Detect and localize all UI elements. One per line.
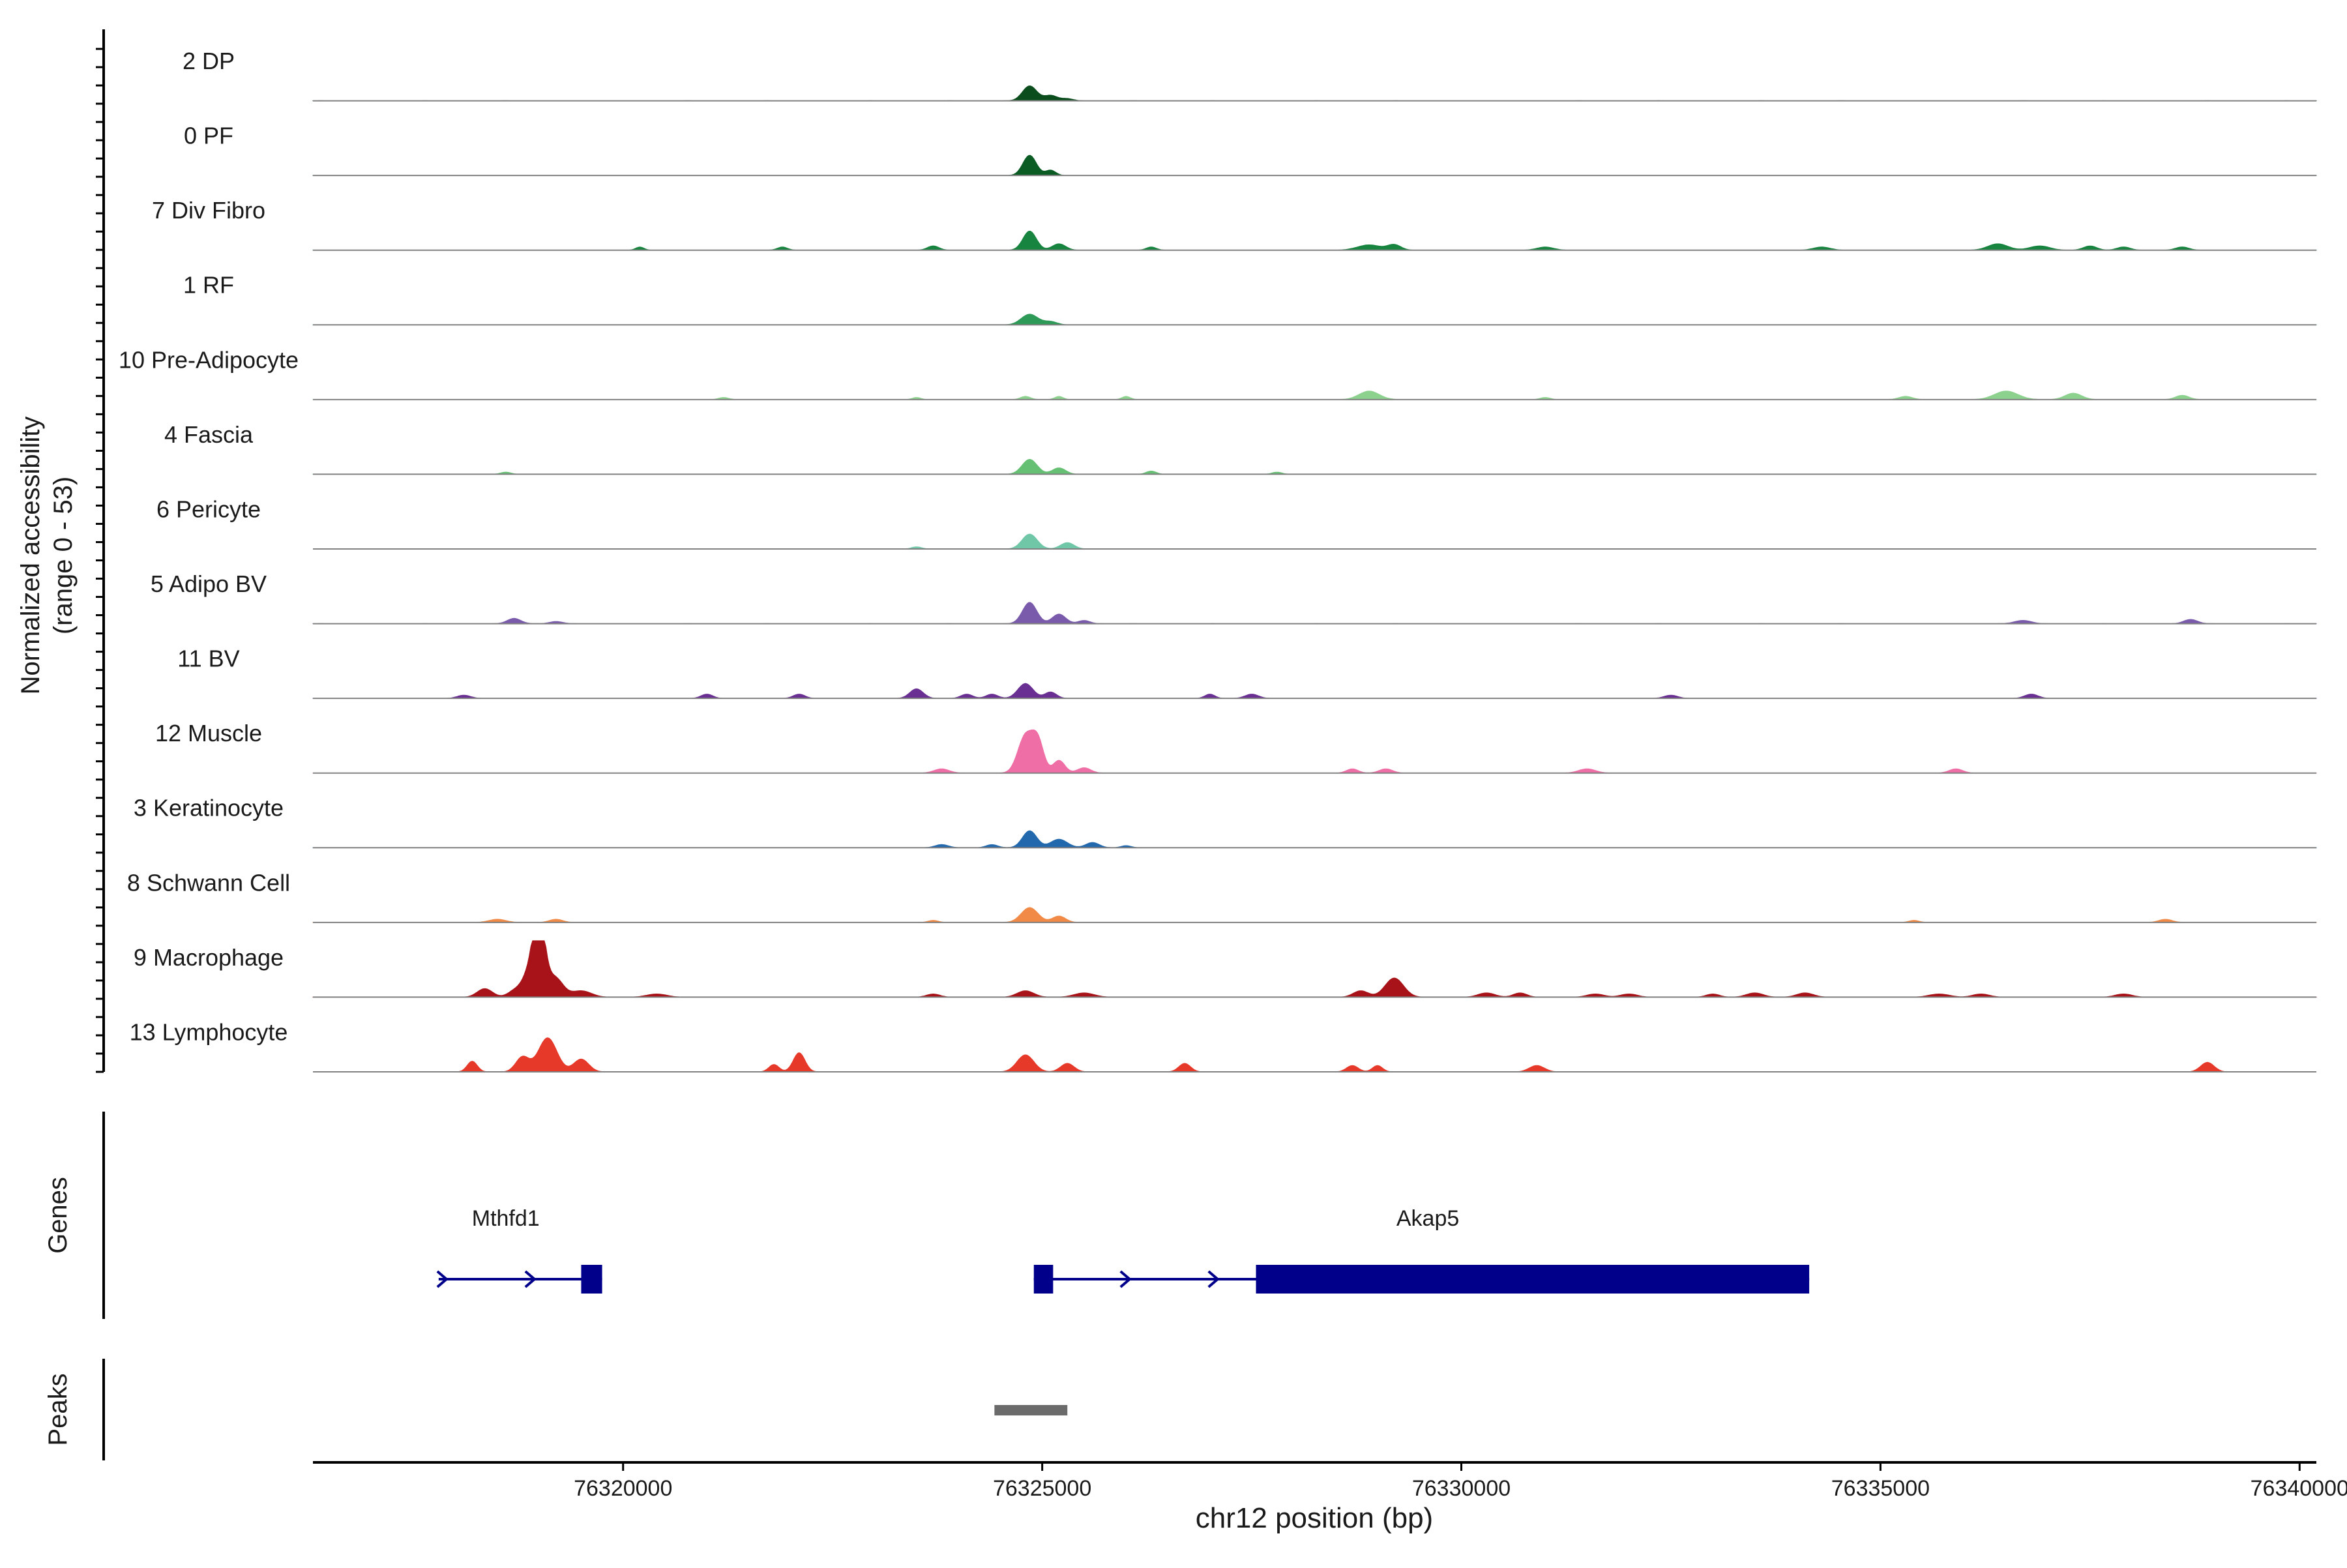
x-tick-label: 76325000 xyxy=(993,1476,1091,1501)
track-9-macrophage: 9 Macrophage xyxy=(134,940,2317,998)
track-12-muscle: 12 Muscle xyxy=(155,720,2317,774)
x-tick-label: 76340000 xyxy=(2251,1476,2347,1501)
strand-arrow xyxy=(524,1270,537,1288)
track-label: 6 Pericyte xyxy=(156,496,261,522)
track-3-keratinocyte: 3 Keratinocyte xyxy=(134,795,2317,849)
coverage-area xyxy=(312,602,2317,625)
coverage-area xyxy=(312,533,2317,550)
track-10-pre-adipocyte: 10 Pre-Adipocyte xyxy=(119,346,2317,400)
gene-mthfd1: Mthfd1 xyxy=(436,1206,602,1294)
track-label: 2 DP xyxy=(183,48,235,74)
genes-track: Mthfd1 Akap5 xyxy=(436,1206,1810,1294)
track-label: 0 PF xyxy=(184,123,233,149)
coverage-area xyxy=(312,683,2317,699)
x-tick-label: 76335000 xyxy=(1831,1476,1930,1501)
coverage-tracks: 2 DP 0 PF 7 Div Fibro 1 RF 10 Pre-Adipocyte 4… xyxy=(119,48,2317,1072)
coverage-area xyxy=(312,314,2317,325)
x-axis: 76320000 76325000 76330000 76335000 76340000 xyxy=(313,1461,2347,1501)
y-axis-range-label: (range 0 - 53) xyxy=(49,477,78,634)
peaks-track xyxy=(994,1405,1068,1415)
track-2-dp: 2 DP xyxy=(183,48,2317,102)
track-label: 12 Muscle xyxy=(155,720,262,747)
track-0-pf: 0 PF xyxy=(184,123,2317,177)
track-label: 1 RF xyxy=(183,272,234,299)
strand-arrow xyxy=(1119,1270,1132,1288)
y-axis-label: Normalized accessibility xyxy=(16,417,45,695)
track-label: 7 Div Fibro xyxy=(152,197,265,224)
genes-track-label: Genes xyxy=(44,1177,72,1254)
coverage-area xyxy=(312,907,2317,923)
coverage-area xyxy=(313,1037,2316,1072)
track-label: 11 BV xyxy=(177,645,239,672)
coverage-area xyxy=(312,459,2317,475)
track-label: 3 Keratinocyte xyxy=(134,795,284,821)
track-label: 9 Macrophage xyxy=(134,944,284,971)
strand-arrow xyxy=(436,1270,449,1288)
gene-exon xyxy=(1256,1265,1810,1294)
coverage-area xyxy=(312,85,2317,102)
gene-akap5: Akap5 xyxy=(1033,1206,1810,1294)
peak-region xyxy=(994,1405,1068,1415)
track-label: 8 Schwann Cell xyxy=(127,869,290,896)
coverage-area xyxy=(312,231,2317,251)
gene-name-label: Akap5 xyxy=(1396,1206,1459,1231)
coverage-area xyxy=(312,830,2317,848)
coverage-area xyxy=(312,729,2317,774)
track-label: 4 Fascia xyxy=(164,421,254,448)
coverage-area xyxy=(312,940,2317,998)
track-1-rf: 1 RF xyxy=(183,272,2317,326)
track-7-div-fibro: 7 Div Fibro xyxy=(152,197,2317,251)
x-tick-label: 76330000 xyxy=(1412,1476,1511,1501)
track-5-adipo-bv: 5 Adipo BV xyxy=(151,570,2317,625)
coverage-area xyxy=(312,155,2317,176)
track-4-fascia: 4 Fascia xyxy=(164,421,2317,475)
x-tick-label: 76320000 xyxy=(574,1476,672,1501)
strand-arrow xyxy=(1207,1270,1220,1288)
track-11-bv: 11 BV xyxy=(177,645,2317,700)
track-13-lymphocyte: 13 Lymphocyte xyxy=(130,1018,2316,1072)
gene-name-label: Mthfd1 xyxy=(472,1206,540,1231)
track-label: 10 Pre-Adipocyte xyxy=(119,346,299,373)
peaks-track-label: Peaks xyxy=(44,1373,72,1445)
accessibility-y-axis xyxy=(96,29,105,1073)
gene-exon xyxy=(1033,1265,1054,1294)
track-label: 13 Lymphocyte xyxy=(130,1018,288,1045)
track-6-pericyte: 6 Pericyte xyxy=(156,496,2317,550)
track-8-schwann-cell: 8 Schwann Cell xyxy=(127,869,2317,923)
gene-exon xyxy=(581,1265,602,1294)
coverage-area xyxy=(312,391,2317,400)
x-axis-label: chr12 position (bp) xyxy=(1196,1502,1433,1534)
track-label: 5 Adipo BV xyxy=(151,570,267,597)
